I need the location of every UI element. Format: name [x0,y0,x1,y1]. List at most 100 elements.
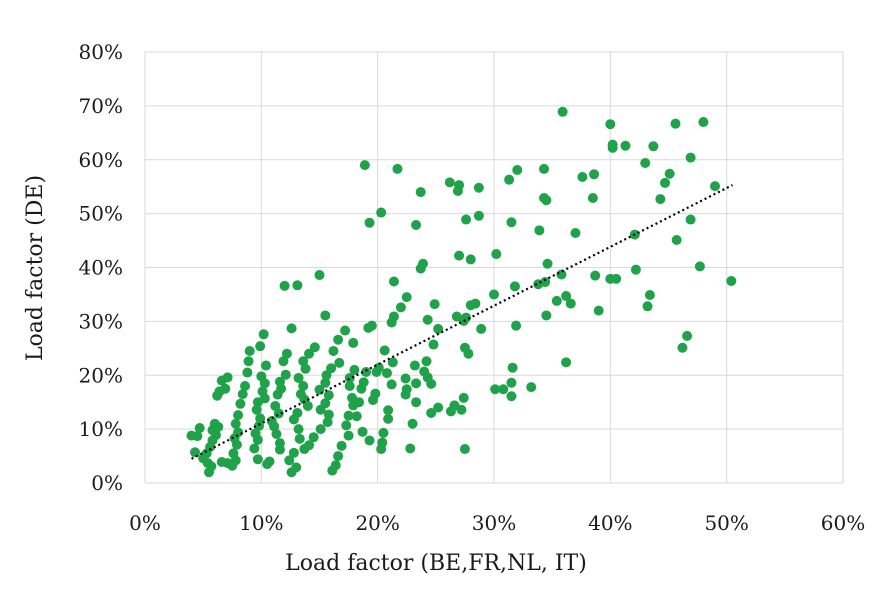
data-point [605,119,616,130]
data-point [506,391,517,402]
data-point [506,377,517,388]
data-point [333,334,344,345]
data-point [551,295,562,306]
data-point [299,444,310,455]
data-point [565,298,576,309]
data-point [278,356,289,367]
data-point [541,195,552,206]
data-point [364,435,375,446]
data-point [465,254,476,265]
data-point [590,270,601,281]
x-tick-label: 40% [588,511,632,535]
data-point [607,142,618,153]
data-point [272,389,283,400]
y-tick-label: 70% [79,94,123,118]
data-point [378,427,389,438]
data-point [498,384,509,395]
data-point [642,301,653,312]
y-tick-label: 30% [79,309,123,333]
x-tick-label: 20% [355,511,399,535]
data-point [685,214,696,225]
data-point [344,372,355,383]
data-point [461,214,472,225]
data-point [428,339,439,350]
data-point [186,430,197,441]
data-point [557,106,568,117]
data-point [230,418,241,429]
data-point [671,235,682,246]
data-point [279,280,290,291]
data-point [459,342,470,353]
data-point [242,367,253,378]
data-point [620,140,631,151]
data-point [409,360,420,371]
data-point [539,163,550,174]
data-point [660,177,671,188]
data-point [273,408,284,419]
data-point [288,447,299,458]
data-point [334,357,345,368]
data-point [726,275,737,286]
data-point [359,160,370,171]
data-point [577,171,588,182]
data-point [347,392,358,403]
data-point [292,280,303,291]
data-point [252,434,263,445]
data-point [252,397,263,408]
data-point [320,310,331,321]
data-point [349,364,360,375]
data-point [293,372,304,383]
data-point [222,458,233,469]
data-point [323,409,334,420]
data-point [454,250,465,261]
data-point [203,467,214,478]
data-point [561,357,572,368]
data-point [341,420,352,431]
data-point [207,425,218,436]
data-point [235,398,246,409]
data-point [376,444,387,455]
data-point [698,117,709,128]
data-point [465,300,476,311]
data-point [473,210,484,221]
data-point [541,310,552,321]
data-point [401,292,412,303]
y-tick-label: 50% [79,202,123,226]
data-point [302,400,313,411]
data-point [383,413,394,424]
data-point [456,404,467,415]
data-point [348,337,359,348]
data-point [506,217,517,228]
data-point [309,342,320,353]
trendline [191,184,733,460]
trendline-layer [191,184,733,460]
data-point [343,410,354,421]
y-tick-label: 10% [79,417,123,441]
data-point [260,360,271,371]
data-point [542,258,553,269]
points-layer [186,106,737,478]
data-point [511,320,522,331]
data-point [376,207,387,218]
data-point [512,164,523,175]
data-point [255,413,266,424]
data-point [281,348,292,359]
data-point [286,323,297,334]
data-point [363,322,374,333]
data-point [216,375,227,386]
data-point [315,404,326,415]
data-point [254,420,265,431]
data-point [244,346,255,357]
data-point [429,299,440,310]
data-point [640,157,651,168]
data-point [415,187,426,198]
data-point [364,217,375,228]
data-point [561,291,572,302]
x-tick-label: 30% [472,511,516,535]
data-point [400,373,411,384]
data-point [231,439,242,450]
data-point [411,219,422,230]
data-point [252,454,263,465]
data-point [655,194,666,205]
